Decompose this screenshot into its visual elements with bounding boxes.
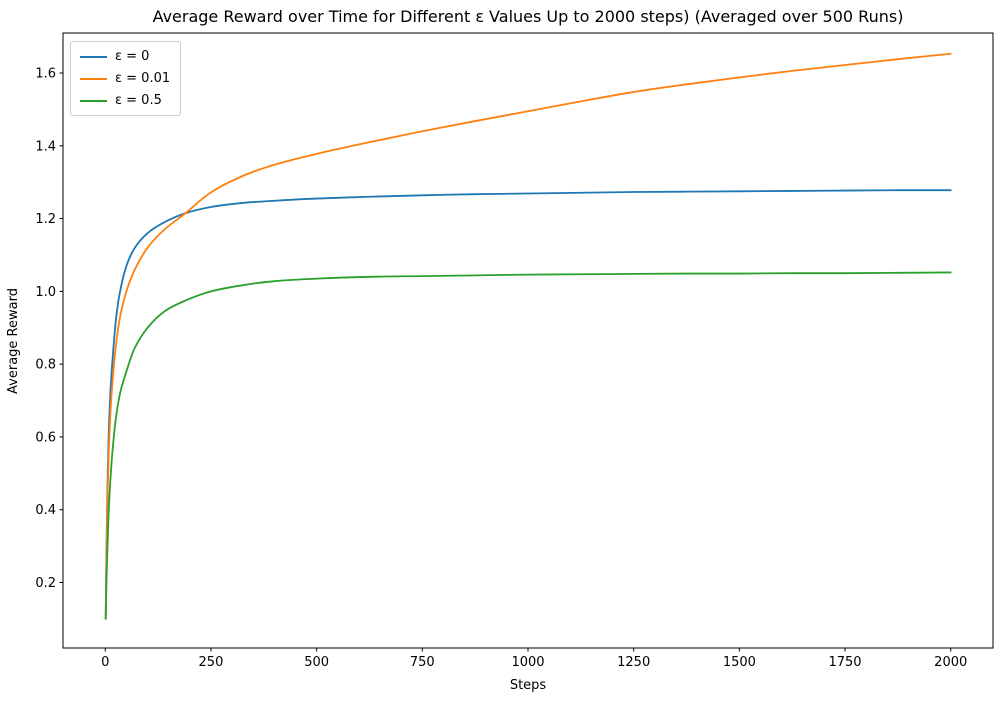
- plot-area: 0 250 500 750 1000 1250 1500 1750 2000 0.2 0.4 0.6 0…: [35, 32, 994, 670]
- legend-label: ε = 0.01: [115, 71, 171, 86]
- y-tick-label: 1.6: [35, 67, 56, 82]
- y-tick-label: 0.8: [35, 358, 56, 373]
- x-tick-label: 1000: [511, 655, 544, 670]
- x-tick-label: 750: [410, 655, 435, 670]
- x-tick-label: 1500: [723, 655, 756, 670]
- legend-item-1: ε = 0.01: [80, 70, 170, 87]
- y-tick-label: 0.6: [35, 430, 56, 445]
- series-line-2: [104, 271, 952, 620]
- x-axis-label: Steps: [510, 678, 547, 693]
- chart-title: Average Reward over Time for Different ε…: [153, 7, 904, 26]
- series-line-1: [104, 52, 952, 620]
- y-tick-label: 0.4: [35, 503, 56, 518]
- legend-line-icon: [80, 77, 107, 80]
- x-tick-label: 2000: [934, 655, 967, 670]
- x-tick-label: 250: [199, 655, 224, 670]
- legend-label: ε = 0: [115, 49, 150, 64]
- x-tick-label: 1750: [828, 655, 861, 670]
- y-axis-label: Average Reward: [6, 288, 21, 394]
- y-tick-label: 1.2: [35, 212, 56, 227]
- y-tick-label: 1.0: [35, 285, 56, 300]
- axes-spines: [62, 32, 994, 649]
- x-tick-label: 500: [304, 655, 329, 670]
- legend: ε = 0 ε = 0.01 ε = 0.5: [70, 41, 182, 116]
- series-line-0: [104, 189, 952, 620]
- x-tick-label: 0: [101, 655, 109, 670]
- legend-line-icon: [80, 99, 107, 102]
- y-tick-label: 0.2: [35, 576, 56, 591]
- legend-item-0: ε = 0: [80, 48, 170, 65]
- legend-label: ε = 0.5: [115, 93, 162, 108]
- legend-line-icon: [80, 55, 107, 58]
- y-tick-label: 1.4: [35, 139, 56, 154]
- x-tick-label: 1250: [617, 655, 650, 670]
- legend-item-2: ε = 0.5: [80, 92, 170, 109]
